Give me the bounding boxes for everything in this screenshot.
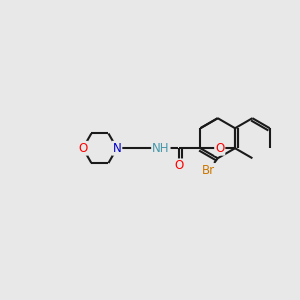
Text: NH: NH — [152, 142, 169, 155]
Text: N: N — [112, 142, 122, 155]
Text: O: O — [215, 142, 224, 155]
Text: O: O — [175, 159, 184, 172]
Text: O: O — [78, 142, 88, 155]
Text: Br: Br — [202, 164, 215, 177]
